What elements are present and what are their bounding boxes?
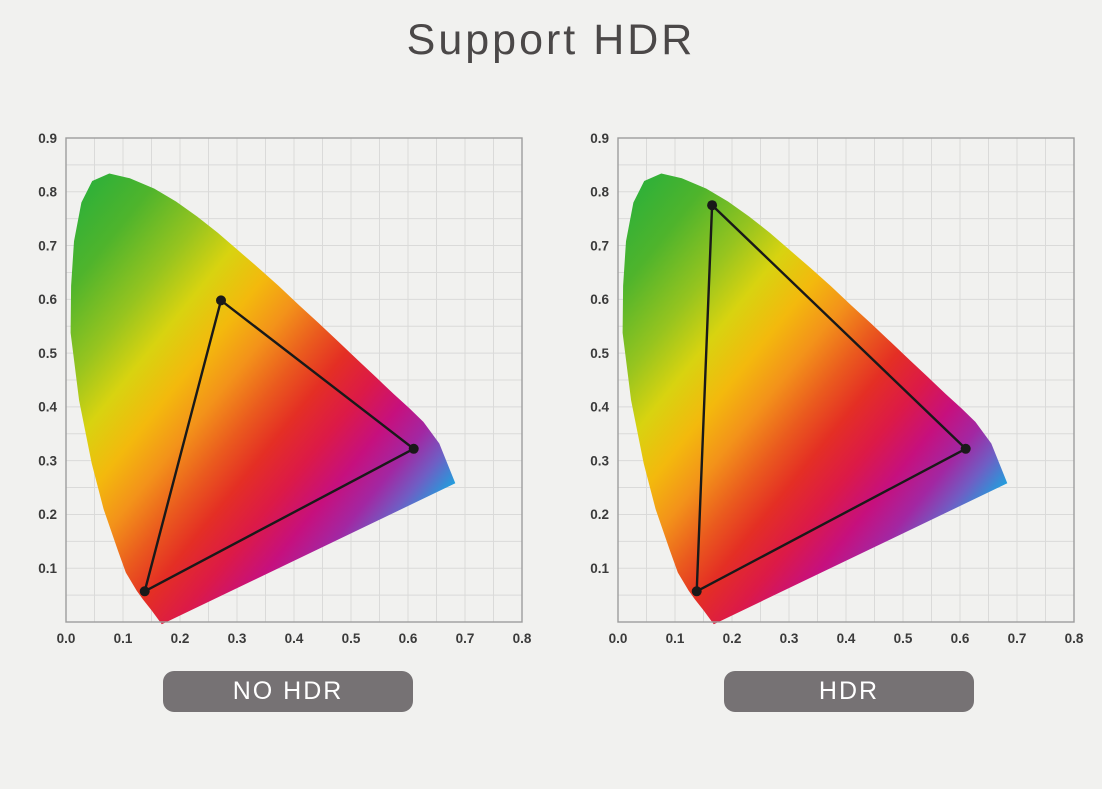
gamut-vertex-dot [216,295,226,306]
svg-text:0.1: 0.1 [666,631,685,646]
svg-text:0.1: 0.1 [590,561,609,576]
svg-text:0.6: 0.6 [951,631,970,646]
svg-text:0.9: 0.9 [590,131,609,146]
svg-text:0.2: 0.2 [38,507,57,522]
hdr-button[interactable]: HDR [724,671,974,712]
gamut-triangle [139,295,419,597]
svg-text:0.3: 0.3 [38,453,57,468]
svg-text:0.3: 0.3 [590,453,609,468]
svg-text:0.6: 0.6 [590,292,609,307]
svg-text:0.5: 0.5 [894,631,913,646]
svg-text:0.8: 0.8 [590,185,609,200]
gamut-triangle [691,200,971,597]
cie-chromaticity-diagram-hdr: 0.0 0.1 0.2 0.3 0.4 0.5 0.6 0.7 0.80.10.20.30.40… [590,131,1084,646]
svg-text:0.8: 0.8 [38,185,57,200]
svg-text:0.8: 0.8 [513,631,532,646]
svg-text:0.4: 0.4 [38,400,57,415]
no-hdr-button[interactable]: NO HDR [163,671,413,712]
svg-text:0.4: 0.4 [837,631,856,646]
gamut-vertex-dot [691,586,702,597]
svg-text:0.2: 0.2 [723,631,742,646]
svg-text:0.7: 0.7 [590,238,609,253]
svg-text:0.5: 0.5 [590,346,609,361]
svg-text:0.7: 0.7 [1008,631,1027,646]
gamut-vertex-dot [960,443,971,454]
spectral-locus [622,173,1008,625]
y-axis-labels: 0.1 0.2 0.3 0.4 0.5 0.6 0.7 0.8 0.9 [38,131,57,576]
svg-text:0.3: 0.3 [780,631,799,646]
gamut-vertex-dot [139,586,150,597]
svg-text:0.6: 0.6 [399,631,418,646]
svg-text:0.6: 0.6 [38,292,57,307]
spectral-locus [70,173,456,625]
cie-chromaticity-diagram-no-hdr: 0.0 0.1 0.2 0.3 0.4 0.5 0.6 0.7 0.80.10.20.30.40… [38,131,532,646]
svg-text:0.0: 0.0 [57,631,76,646]
gamut-vertex-dot [408,443,419,454]
svg-text:0.1: 0.1 [38,561,57,576]
page-title: Support HDR [406,16,696,64]
svg-text:0.8: 0.8 [1065,631,1084,646]
plot-border [65,137,523,623]
plot-border [617,137,1075,623]
svg-text:0.1: 0.1 [114,631,133,646]
svg-text:0.7: 0.7 [38,238,57,253]
svg-text:0.2: 0.2 [171,631,190,646]
svg-text:0.5: 0.5 [38,346,57,361]
x-axis-labels: 0.0 0.1 0.2 0.3 0.4 0.5 0.6 0.7 0.8 [609,631,1084,646]
y-axis-labels: 0.1 0.2 0.3 0.4 0.5 0.6 0.7 0.8 0.9 [590,131,609,576]
svg-text:0.3: 0.3 [228,631,247,646]
svg-text:0.5: 0.5 [342,631,361,646]
svg-text:0.4: 0.4 [590,400,609,415]
gamut-vertex-dot [707,200,718,211]
svg-text:0.2: 0.2 [590,507,609,522]
svg-text:0.4: 0.4 [285,631,304,646]
svg-text:0.0: 0.0 [609,631,628,646]
x-axis-labels: 0.0 0.1 0.2 0.3 0.4 0.5 0.6 0.7 0.8 [57,631,532,646]
svg-text:0.7: 0.7 [456,631,475,646]
svg-text:0.9: 0.9 [38,131,57,146]
